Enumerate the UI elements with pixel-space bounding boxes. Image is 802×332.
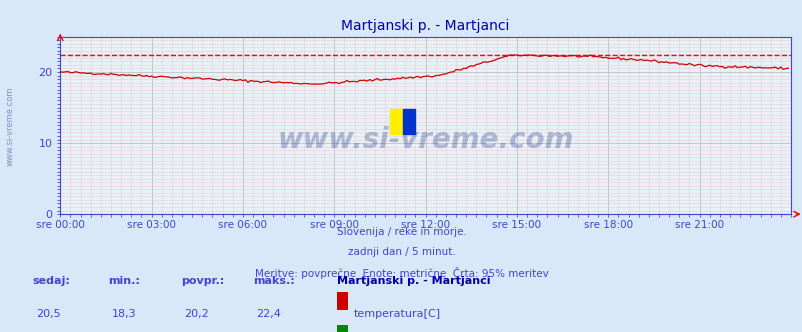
Text: sedaj:: sedaj: — [32, 276, 70, 286]
Bar — [403, 109, 415, 134]
Title: Martjanski p. - Martjanci: Martjanski p. - Martjanci — [341, 19, 509, 33]
Text: Meritve: povprečne  Enote: metrične  Črta: 95% meritev: Meritve: povprečne Enote: metrične Črta:… — [254, 267, 548, 279]
Text: temperatura[C]: temperatura[C] — [354, 309, 440, 319]
Text: 20,2: 20,2 — [184, 309, 209, 319]
Text: 20,5: 20,5 — [36, 309, 60, 319]
Text: zadnji dan / 5 minut.: zadnji dan / 5 minut. — [347, 247, 455, 257]
Text: www.si-vreme.com: www.si-vreme.com — [6, 86, 15, 166]
Text: maks.:: maks.: — [253, 276, 294, 286]
Bar — [390, 109, 403, 134]
Text: povpr.:: povpr.: — [180, 276, 224, 286]
Text: min.:: min.: — [108, 276, 140, 286]
Text: www.si-vreme.com: www.si-vreme.com — [277, 125, 573, 153]
Text: Slovenija / reke in morje.: Slovenija / reke in morje. — [336, 227, 466, 237]
Text: 22,4: 22,4 — [257, 309, 281, 319]
Text: 18,3: 18,3 — [112, 309, 136, 319]
Text: Martjanski p. - Martjanci: Martjanski p. - Martjanci — [337, 276, 490, 286]
